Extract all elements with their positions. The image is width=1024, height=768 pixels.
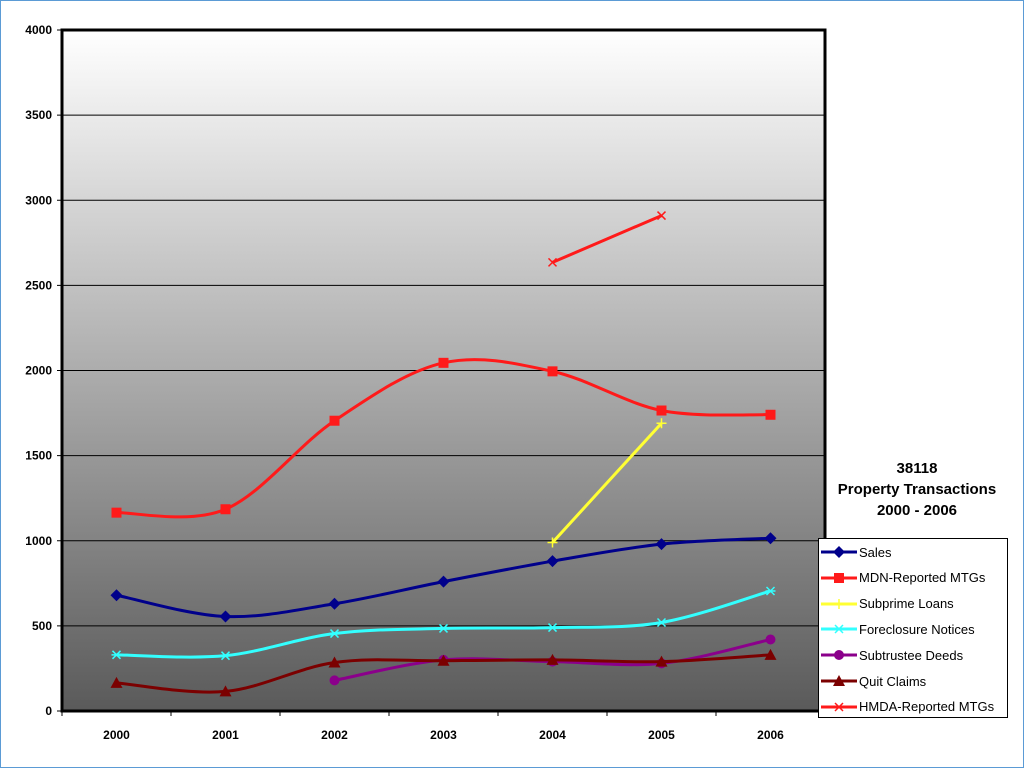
data-point	[546, 653, 559, 665]
legend-marker	[834, 572, 844, 583]
legend-swatch	[821, 624, 857, 634]
data-point	[655, 655, 668, 667]
chart-title: 38118 Property Transactions 2000 - 2006	[822, 458, 1012, 521]
legend-label: MDN-Reported MTGs	[859, 570, 986, 586]
y-tick-label: 2500	[25, 278, 52, 292]
series-quit-claims	[110, 648, 777, 697]
data-point	[656, 211, 667, 221]
legend-marker	[834, 598, 844, 609]
x-tick-label: 2001	[212, 728, 239, 742]
legend: Sales MDN-Reported MTGs Subprime Loans Fore…	[818, 538, 1008, 718]
data-point	[547, 623, 558, 633]
data-point	[656, 418, 667, 429]
x-tick-label: 2006	[757, 728, 784, 742]
legend-swatch	[821, 572, 857, 583]
legend-swatch	[821, 598, 857, 609]
series-subprime-loans	[547, 418, 667, 548]
legend-item: HMDA-Reported MTGs	[819, 694, 1009, 720]
data-point	[765, 409, 776, 420]
data-point	[437, 575, 450, 588]
data-point	[547, 537, 558, 548]
x-tick-label: 2002	[321, 728, 348, 742]
legend-label: Subtrustee Deeds	[859, 647, 964, 663]
chart-title-line-3: 2000 - 2006	[876, 502, 958, 519]
data-point	[764, 532, 777, 545]
legend-label: HMDA-Reported MTGs	[859, 699, 995, 715]
legend-item: Subprime Loans	[819, 591, 1009, 617]
legend-swatch	[821, 675, 857, 686]
series-hmda-reported-mtgs	[547, 211, 667, 267]
data-point	[764, 648, 777, 660]
legend-label: Foreclosure Notices	[859, 621, 975, 637]
legend-label: Sales	[859, 544, 892, 560]
legend-marker	[833, 546, 845, 558]
legend-item: Foreclosure Notices	[819, 616, 1009, 642]
legend-swatch	[821, 650, 857, 661]
chart-title-line-2: Property Transactions	[837, 481, 997, 498]
data-point	[328, 597, 341, 610]
y-tick-label: 1500	[25, 449, 52, 463]
series-mdn-reported-mtgs	[111, 357, 776, 519]
data-point	[329, 675, 340, 686]
data-point	[546, 555, 559, 568]
data-point	[656, 405, 667, 416]
y-tick-label: 0	[45, 704, 52, 718]
y-tick-label: 3500	[25, 108, 52, 122]
legend-item: MDN-Reported MTGs	[819, 565, 1009, 591]
x-tick-label: 2003	[430, 728, 457, 742]
chart-title-line-1: 38118	[896, 460, 938, 477]
x-tick-label: 2004	[539, 728, 566, 742]
data-point	[437, 654, 450, 666]
x-tick-label: 2000	[103, 728, 130, 742]
y-tick-label: 3000	[25, 193, 52, 207]
data-point	[111, 507, 122, 518]
series-sales	[110, 532, 777, 623]
data-point	[329, 415, 340, 426]
legend-item: Sales	[819, 539, 1009, 565]
legend-marker	[833, 675, 845, 686]
data-point	[438, 623, 449, 633]
y-tick-label: 500	[32, 619, 52, 633]
data-point	[219, 610, 232, 623]
legend-label: Subprime Loans	[859, 596, 954, 612]
series-line	[551, 214, 663, 264]
plot-border	[60, 28, 827, 713]
data-point	[329, 629, 340, 639]
series-foreclosure-notices	[111, 586, 776, 661]
legend-item: Subtrustee Deeds	[819, 642, 1009, 668]
legend-marker	[834, 702, 844, 712]
data-point	[438, 357, 449, 368]
data-point	[655, 538, 668, 551]
y-tick-label: 1000	[25, 534, 52, 548]
x-tick-label: 2005	[648, 728, 675, 742]
series-line	[551, 422, 663, 544]
data-point	[220, 651, 231, 661]
data-point	[111, 650, 122, 660]
data-point	[328, 656, 341, 668]
y-tick-label: 4000	[25, 23, 52, 37]
legend-item: Quit Claims	[819, 668, 1009, 694]
legend-label: Quit Claims	[859, 673, 927, 689]
data-point	[765, 634, 776, 645]
data-point	[110, 676, 123, 688]
data-point	[220, 504, 231, 515]
legend-marker	[834, 650, 844, 661]
data-point	[219, 685, 232, 697]
data-point	[656, 617, 667, 628]
data-point	[547, 257, 558, 267]
data-point	[110, 589, 123, 602]
legend-marker	[834, 624, 844, 634]
legend-swatch	[821, 702, 857, 712]
data-point	[765, 586, 776, 596]
legend-swatch	[821, 546, 857, 558]
y-tick-label: 2000	[25, 364, 52, 378]
data-point	[547, 366, 558, 377]
